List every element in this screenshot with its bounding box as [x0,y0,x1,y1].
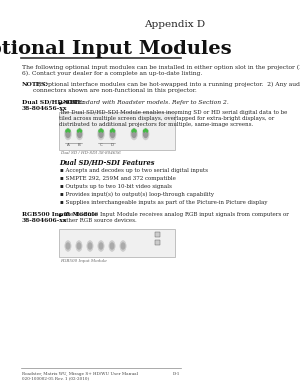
Circle shape [98,128,104,140]
Text: Roadster, Matrix WU, Mirage S+ HD/WU User Manual
020-100002-05 Rev. 1 (02-2010): Roadster, Matrix WU, Mirage S+ HD/WU Use… [22,372,138,381]
Circle shape [66,130,70,137]
Text: Appendix D: Appendix D [145,20,206,29]
Circle shape [99,243,103,249]
Text: B: B [78,143,81,147]
Circle shape [144,130,145,132]
Circle shape [65,241,71,251]
Circle shape [69,130,70,132]
Circle shape [77,243,81,249]
Text: ▪ Supplies interchangeable inputs as part of the Picture-in Picture display: ▪ Supplies interchangeable inputs as par… [60,200,268,205]
Text: A: A [67,143,69,147]
Bar [59,229,175,257]
Circle shape [111,130,112,132]
Text: Dual SD/HD-SDI Features: Dual SD/HD-SDI Features [59,159,155,167]
Circle shape [113,130,115,132]
Circle shape [134,129,135,131]
Circle shape [100,129,102,131]
Text: ▪ SMPTE 292, 259M and 372 compatible: ▪ SMPTE 292, 259M and 372 compatible [60,176,176,181]
Bar [155,240,160,245]
Text: C: C [100,143,102,147]
Circle shape [99,130,103,137]
Circle shape [77,130,82,137]
Text: Dual SD / HD-SDI 38-804656: Dual SD / HD-SDI 38-804656 [60,151,121,155]
Text: D-1: D-1 [173,372,180,376]
Circle shape [112,129,113,131]
Circle shape [142,128,149,140]
Text: NOTES:: NOTES: [22,82,48,87]
Text: The following optional input modules can be installed in either option slot in t: The following optional input modules can… [22,65,300,76]
Circle shape [76,128,83,140]
Text: ▪ Provides input(s) to output(s) loop-through capability: ▪ Provides input(s) to output(s) loop-th… [60,192,215,197]
Text: The Dual SD/HD-SDI Module enables incoming SD or HD serial digital data to be
ti: The Dual SD/HD-SDI Module enables incomi… [59,110,288,126]
Text: RGB500 Input Module
38-804606-xx: RGB500 Input Module 38-804606-xx [22,212,98,223]
Circle shape [146,130,148,132]
Text: Dual SD/HD-SDI
38-804656-xx: Dual SD/HD-SDI 38-804656-xx [22,100,77,111]
Circle shape [110,243,114,249]
Circle shape [145,129,146,131]
Circle shape [135,130,136,132]
Circle shape [130,128,137,140]
Circle shape [80,130,82,132]
Text: ▪ Outputs up to two 10-bit video signals: ▪ Outputs up to two 10-bit video signals [60,184,172,189]
Circle shape [121,243,125,249]
Circle shape [102,130,103,132]
Circle shape [87,241,93,251]
Bar [59,112,175,150]
Circle shape [77,130,79,132]
Circle shape [144,130,148,137]
Circle shape [132,130,136,137]
Circle shape [132,130,133,132]
Text: 1) Optional interface modules can be hot-swapped into a running projector.  2) A: 1) Optional interface modules can be hot… [33,82,300,93]
Circle shape [66,130,67,132]
Circle shape [109,128,116,140]
Text: ▪ Accepts and decodes up to two serial digital inputs: ▪ Accepts and decodes up to two serial d… [60,168,208,173]
Bar [155,232,160,237]
Text: ►: ► [59,100,64,105]
Text: NOTE:: NOTE: [63,100,85,105]
Circle shape [76,241,82,251]
Circle shape [64,128,71,140]
Circle shape [79,129,80,131]
Text: Optional Input Modules: Optional Input Modules [0,40,231,58]
Circle shape [98,241,104,251]
Text: Standard with Roadster models. Refer to Section 2.: Standard with Roadster models. Refer to … [70,100,229,105]
Circle shape [88,243,92,249]
Circle shape [66,243,70,249]
Circle shape [120,241,126,251]
Text: The RGB500 Input Module receives analog RGB input signals from computers or
othe: The RGB500 Input Module receives analog … [63,212,289,223]
Circle shape [111,130,115,137]
Text: ►: ► [59,212,64,217]
Circle shape [99,130,100,132]
Circle shape [109,241,115,251]
Text: D: D [111,143,114,147]
Text: RGB500 Input Module: RGB500 Input Module [60,259,107,263]
